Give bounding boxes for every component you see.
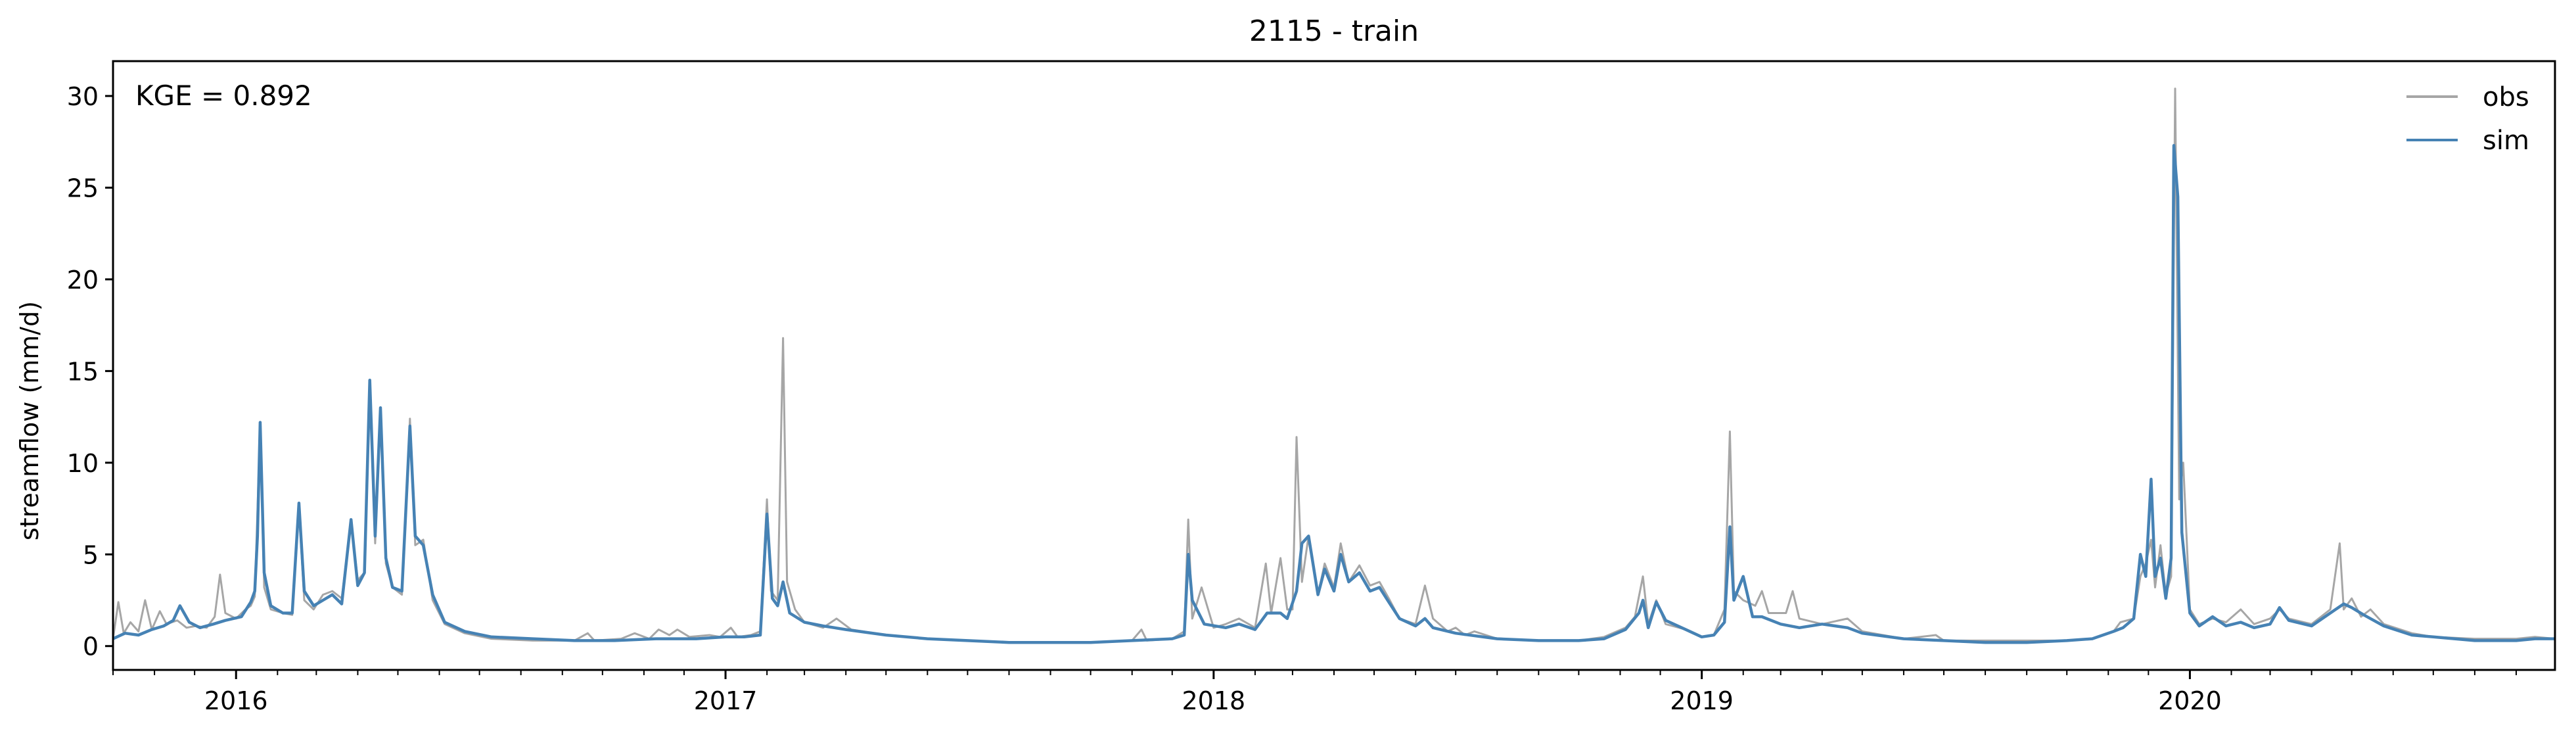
plot-area-frame [112, 60, 2556, 671]
y-axis-ticks: 0 5 10 15 20 25 30 [67, 82, 113, 661]
y-tick-label: 5 [83, 540, 99, 569]
x-tick-label: 2017 [694, 686, 758, 715]
y-axis-label: streamflow (mm/d) [15, 301, 44, 540]
x-tick-label: 2018 [1182, 686, 1245, 715]
legend: obs sim [2406, 82, 2529, 156]
legend-label-obs: obs [2483, 82, 2529, 112]
y-tick-label: 25 [67, 174, 99, 202]
chart-title: 2115 - train [1249, 14, 1419, 48]
x-tick-label: 2020 [2158, 686, 2222, 715]
y-tick-label: 20 [67, 266, 99, 295]
y-tick-label: 10 [67, 449, 99, 478]
y-tick-label: 15 [67, 357, 99, 386]
x-axis-ticks: 2016 2017 2018 2019 2020 [204, 670, 2222, 715]
x-tick-label: 2016 [204, 686, 268, 715]
kge-annotation: KGE = 0.892 [135, 80, 312, 112]
series-line-obs [112, 87, 2556, 644]
y-tick-label: 30 [67, 82, 99, 111]
y-tick-label: 0 [83, 632, 99, 661]
series-lines [112, 87, 2556, 644]
series-line-sim [112, 144, 2555, 644]
x-tick-label: 2019 [1670, 686, 1734, 715]
legend-label-sim: sim [2483, 126, 2529, 156]
